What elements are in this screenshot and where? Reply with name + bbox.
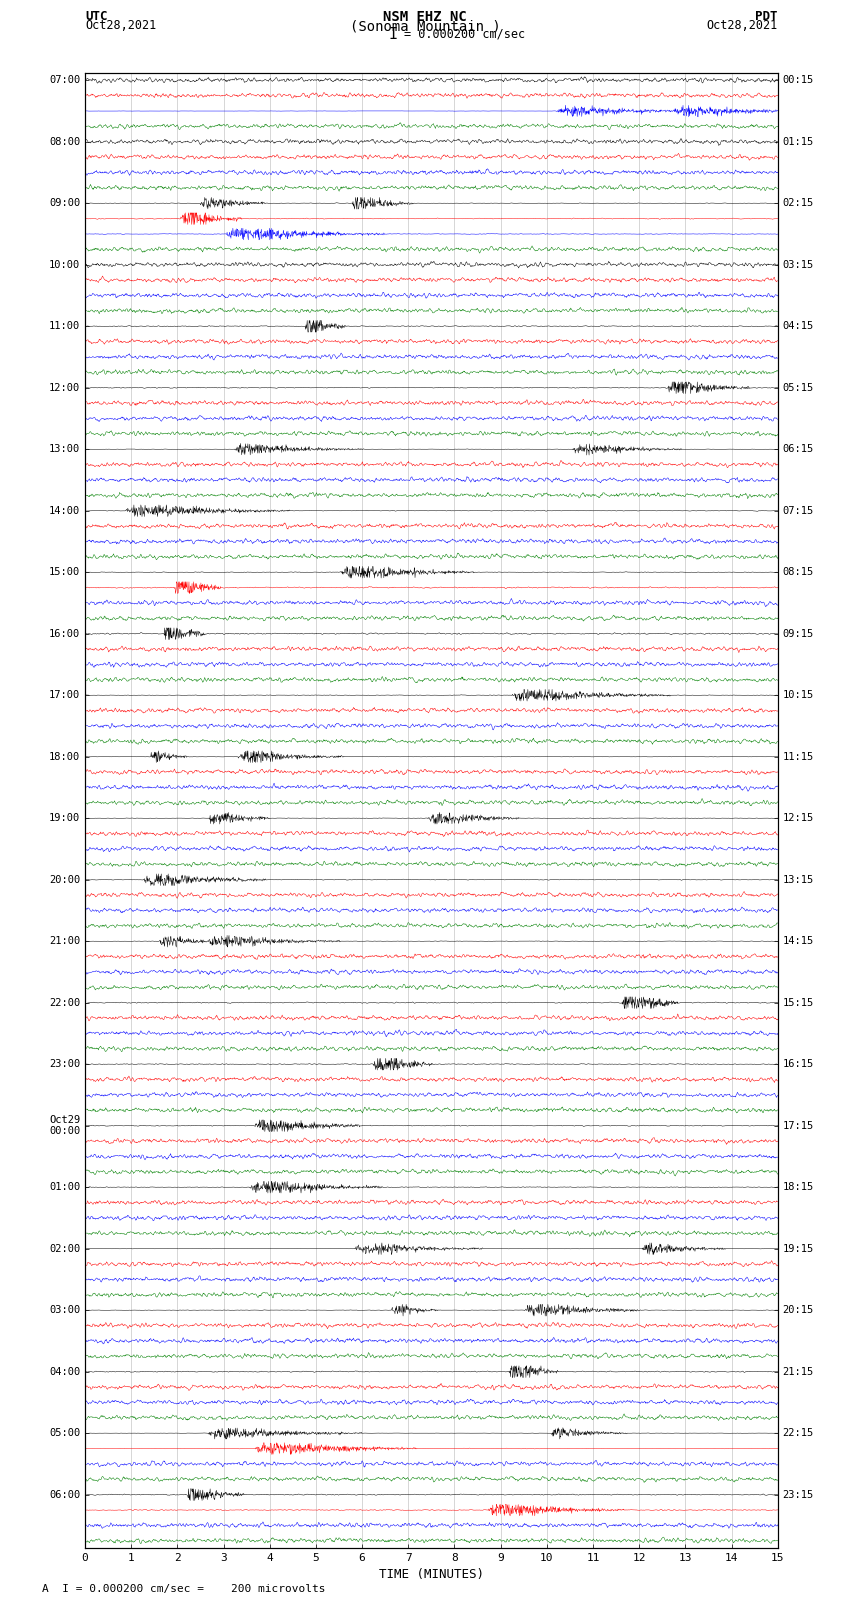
X-axis label: TIME (MINUTES): TIME (MINUTES) <box>379 1568 484 1581</box>
Text: PDT: PDT <box>756 11 778 24</box>
Text: Oct28,2021: Oct28,2021 <box>85 19 156 32</box>
Text: I: I <box>389 27 398 42</box>
Text: Oct28,2021: Oct28,2021 <box>706 19 778 32</box>
Text: A  I = 0.000200 cm/sec =    200 microvolts: A I = 0.000200 cm/sec = 200 microvolts <box>42 1584 326 1594</box>
Text: (Sonoma Mountain ): (Sonoma Mountain ) <box>349 19 501 34</box>
Text: UTC: UTC <box>85 11 107 24</box>
Text: NSM EHZ NC: NSM EHZ NC <box>383 11 467 24</box>
Text: = 0.000200 cm/sec: = 0.000200 cm/sec <box>404 27 524 40</box>
